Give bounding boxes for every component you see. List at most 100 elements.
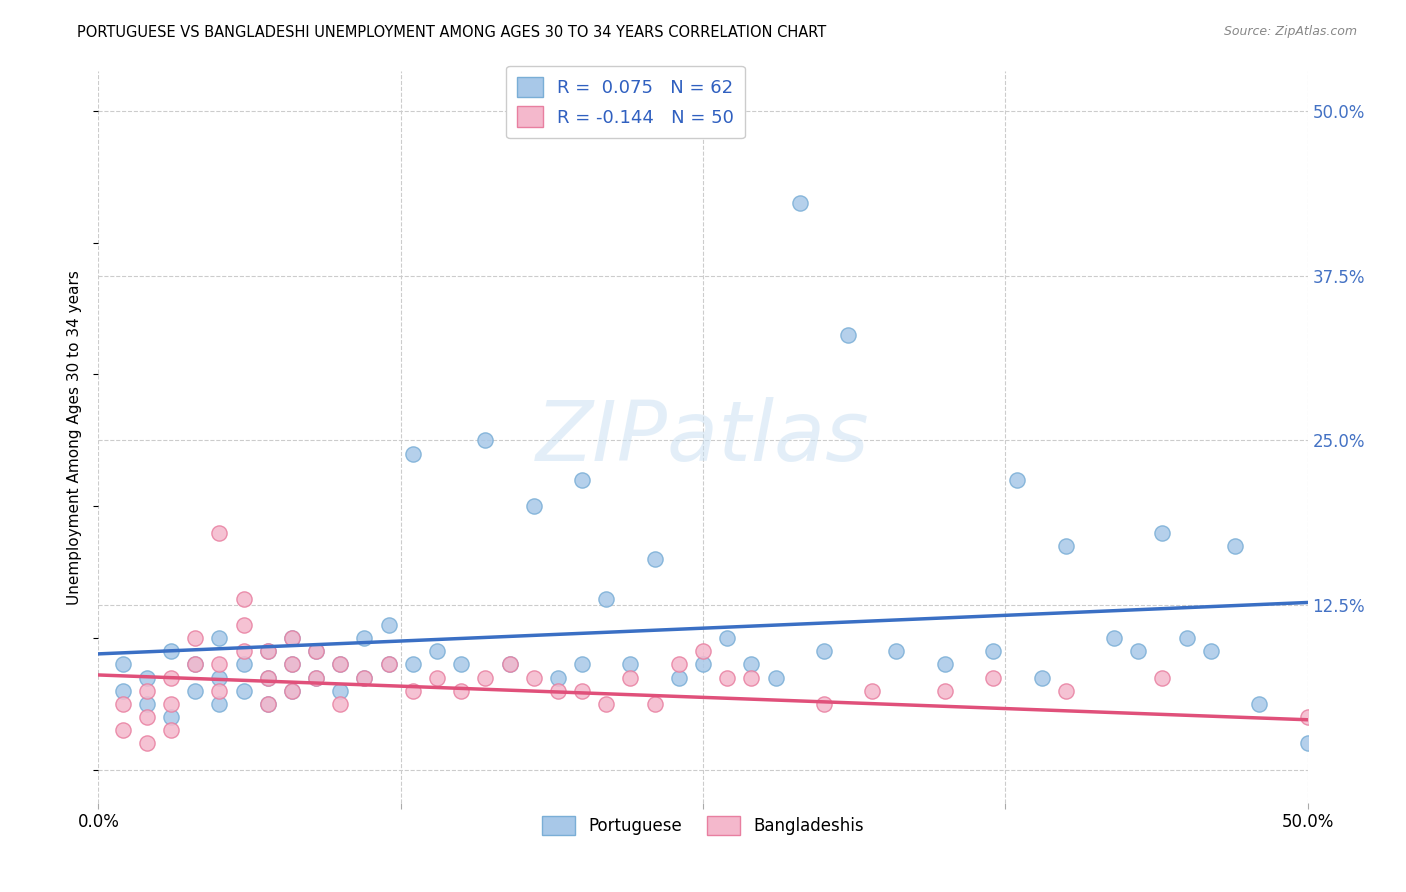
Point bbox=[402, 657, 425, 672]
Point bbox=[111, 683, 134, 698]
Point bbox=[474, 434, 496, 448]
Point bbox=[281, 631, 304, 645]
Point bbox=[498, 657, 520, 672]
Point bbox=[160, 644, 183, 658]
Text: PORTUGUESE VS BANGLADESHI UNEMPLOYMENT AMONG AGES 30 TO 34 YEARS CORRELATION CHA: PORTUGUESE VS BANGLADESHI UNEMPLOYMENT A… bbox=[77, 25, 827, 40]
Point bbox=[353, 671, 375, 685]
Point bbox=[160, 671, 183, 685]
Point bbox=[111, 697, 134, 711]
Point bbox=[135, 683, 157, 698]
Point bbox=[377, 618, 399, 632]
Point bbox=[305, 671, 328, 685]
Point bbox=[377, 657, 399, 672]
Point bbox=[402, 683, 425, 698]
Point bbox=[135, 671, 157, 685]
Point bbox=[886, 644, 908, 658]
Point bbox=[692, 657, 714, 672]
Point bbox=[450, 683, 472, 698]
Point bbox=[402, 446, 425, 460]
Point bbox=[1223, 539, 1246, 553]
Point bbox=[474, 671, 496, 685]
Point bbox=[498, 657, 520, 672]
Point bbox=[644, 552, 666, 566]
Point bbox=[571, 657, 593, 672]
Point bbox=[208, 671, 231, 685]
Point bbox=[160, 697, 183, 711]
Legend: Portuguese, Bangladeshis: Portuguese, Bangladeshis bbox=[534, 809, 872, 842]
Point bbox=[329, 657, 352, 672]
Point bbox=[281, 657, 304, 672]
Point bbox=[619, 657, 641, 672]
Text: ZIPatlas: ZIPatlas bbox=[536, 397, 870, 477]
Point bbox=[377, 657, 399, 672]
Point bbox=[595, 591, 617, 606]
Point bbox=[547, 683, 569, 698]
Point bbox=[1249, 697, 1271, 711]
Point bbox=[208, 631, 231, 645]
Point bbox=[184, 657, 207, 672]
Point bbox=[256, 671, 278, 685]
Point bbox=[740, 657, 762, 672]
Point bbox=[934, 683, 956, 698]
Point bbox=[1296, 710, 1319, 724]
Point bbox=[692, 644, 714, 658]
Point bbox=[981, 671, 1004, 685]
Point bbox=[813, 697, 835, 711]
Point bbox=[813, 644, 835, 658]
Point bbox=[256, 697, 278, 711]
Point bbox=[1054, 683, 1077, 698]
Point bbox=[1199, 644, 1222, 658]
Point bbox=[281, 657, 304, 672]
Point bbox=[716, 671, 738, 685]
Point bbox=[426, 644, 449, 658]
Point bbox=[305, 644, 328, 658]
Point bbox=[184, 631, 207, 645]
Point bbox=[135, 710, 157, 724]
Point bbox=[256, 644, 278, 658]
Point bbox=[111, 657, 134, 672]
Point bbox=[1054, 539, 1077, 553]
Point bbox=[1128, 644, 1150, 658]
Point bbox=[232, 683, 254, 698]
Point bbox=[135, 737, 157, 751]
Point bbox=[450, 657, 472, 672]
Point bbox=[208, 657, 231, 672]
Point bbox=[765, 671, 787, 685]
Point bbox=[353, 671, 375, 685]
Text: Source: ZipAtlas.com: Source: ZipAtlas.com bbox=[1223, 25, 1357, 38]
Point bbox=[547, 671, 569, 685]
Point bbox=[232, 618, 254, 632]
Point bbox=[208, 683, 231, 698]
Point bbox=[329, 697, 352, 711]
Point bbox=[329, 657, 352, 672]
Point bbox=[1296, 737, 1319, 751]
Point bbox=[184, 657, 207, 672]
Point bbox=[837, 327, 859, 342]
Point bbox=[1031, 671, 1053, 685]
Point bbox=[981, 644, 1004, 658]
Point bbox=[281, 683, 304, 698]
Point bbox=[111, 723, 134, 738]
Point bbox=[160, 710, 183, 724]
Point bbox=[305, 644, 328, 658]
Point bbox=[184, 683, 207, 698]
Point bbox=[595, 697, 617, 711]
Point bbox=[716, 631, 738, 645]
Point bbox=[256, 644, 278, 658]
Point bbox=[256, 671, 278, 685]
Point bbox=[1152, 671, 1174, 685]
Point bbox=[740, 671, 762, 685]
Point bbox=[281, 631, 304, 645]
Point bbox=[571, 683, 593, 698]
Point bbox=[232, 644, 254, 658]
Point bbox=[523, 671, 546, 685]
Point bbox=[135, 697, 157, 711]
Point bbox=[329, 683, 352, 698]
Y-axis label: Unemployment Among Ages 30 to 34 years: Unemployment Among Ages 30 to 34 years bbox=[67, 269, 83, 605]
Point bbox=[668, 671, 690, 685]
Point bbox=[305, 671, 328, 685]
Point bbox=[860, 683, 883, 698]
Point bbox=[208, 525, 231, 540]
Point bbox=[789, 196, 811, 211]
Point bbox=[281, 683, 304, 698]
